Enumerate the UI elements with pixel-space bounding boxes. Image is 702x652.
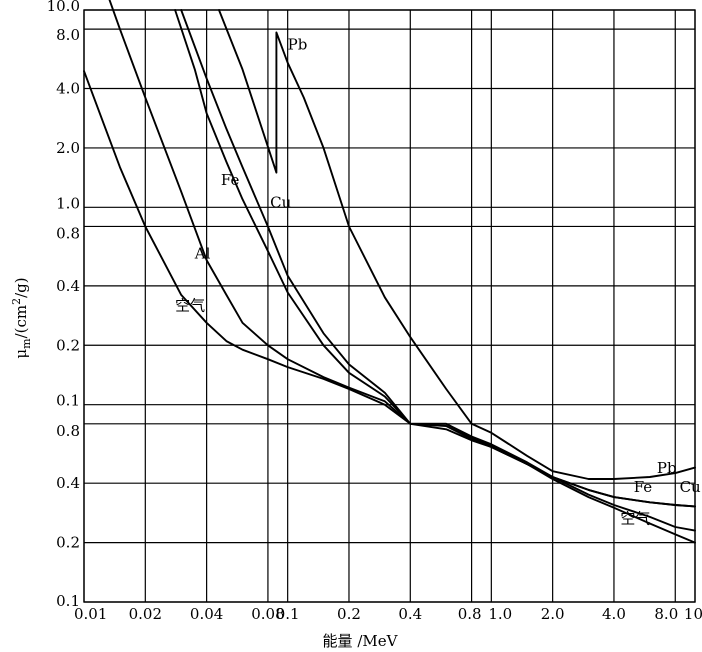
x-tick-label: 0.04 bbox=[190, 605, 223, 623]
y-tick-label: 2.0 bbox=[56, 139, 80, 157]
y-axis-label-tail: /g) bbox=[12, 277, 30, 298]
y-tick-label: 0.8 bbox=[56, 224, 80, 242]
series-line bbox=[174, 9, 696, 508]
y-tick-label: 10.0 bbox=[47, 0, 80, 15]
x-tick-label: 0.2 bbox=[337, 605, 361, 623]
x-tick-label: 10 bbox=[684, 605, 702, 623]
x-tick-label: 4.0 bbox=[602, 605, 626, 623]
y-tick-label: 0.8 bbox=[56, 422, 80, 440]
y-tick-label: 4.0 bbox=[56, 80, 80, 98]
x-tick-label: 0.02 bbox=[129, 605, 162, 623]
series-label: Cu bbox=[270, 193, 291, 211]
x-tick-label: 0.8 bbox=[458, 605, 482, 623]
y-tick-labels: 10.0 8.0 4.0 2.0 1.0 0.8 0.4 0.2 0.1 0.8 0.4 0.2 0.1 bbox=[47, 0, 80, 610]
y-axis-label-main: μ bbox=[12, 349, 30, 359]
series-line bbox=[108, 0, 696, 532]
series-line bbox=[83, 70, 696, 544]
y-tick-label: 0.1 bbox=[56, 592, 80, 610]
x-tick-label: 1.0 bbox=[488, 605, 512, 623]
x-tick-label: 2.0 bbox=[541, 605, 565, 623]
y-axis-label: μm/(cm2/g) bbox=[10, 277, 33, 358]
y-tick-label: 0.2 bbox=[56, 534, 80, 552]
x-tick-labels: 0.01 0.02 0.04 0.080.1 0.2 0.4 0.8 1.0 2.0 4.0 8.0… bbox=[74, 605, 702, 623]
series-label: Pb bbox=[657, 459, 677, 477]
series-line bbox=[218, 9, 696, 480]
y-tick-label: 0.4 bbox=[56, 474, 80, 492]
series-label: Cu bbox=[680, 478, 701, 496]
x-tick-label: 0.08 bbox=[251, 605, 284, 623]
series-label: 空气 bbox=[175, 297, 205, 315]
y-tick-label: 0.4 bbox=[56, 277, 80, 295]
plot-frame bbox=[83, 9, 696, 603]
y-axis-label-sub: m bbox=[20, 338, 33, 349]
x-tick-label: 8.0 bbox=[654, 605, 678, 623]
y-tick-label: 0.2 bbox=[56, 336, 80, 354]
series-lines bbox=[83, 0, 696, 544]
x-tick-label: 0.4 bbox=[398, 605, 422, 623]
y-axis-label-unit: /(cm bbox=[12, 305, 30, 339]
y-tick-label: 8.0 bbox=[56, 26, 80, 44]
x-axis-label: 能量 /MeV bbox=[323, 632, 399, 650]
series-line bbox=[180, 9, 696, 508]
series-label: Pb bbox=[288, 36, 308, 54]
series-label: Al bbox=[194, 245, 211, 263]
series-label: Fe bbox=[634, 478, 653, 496]
series-label: Fe bbox=[221, 171, 240, 189]
x-tick-label: 0.01 bbox=[74, 605, 107, 623]
y-tick-label: 1.0 bbox=[56, 194, 80, 212]
y-axis-label-sup: 2 bbox=[10, 298, 23, 305]
y-tick-label: 0.1 bbox=[56, 392, 80, 410]
x-tick-label: 0.1 bbox=[276, 605, 300, 623]
series-label: 空气 bbox=[620, 509, 650, 527]
